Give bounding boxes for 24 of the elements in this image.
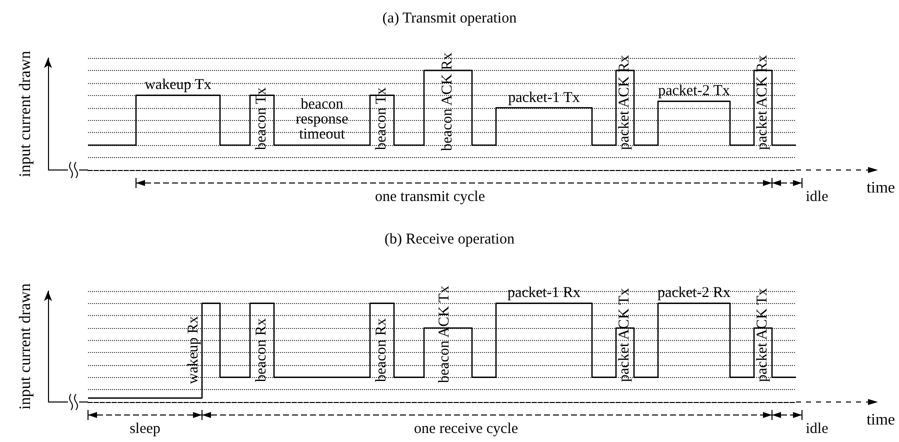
annotation: packet-2 Tx bbox=[658, 83, 730, 100]
text: sleep bbox=[130, 421, 160, 437]
x-axis-title: time bbox=[866, 180, 895, 196]
annotation: beacon Tx bbox=[254, 87, 270, 150]
chart-title: (b) Receive operation bbox=[384, 232, 515, 248]
annotation: beacon response timeout bbox=[294, 96, 350, 143]
annotation: beacon ACK Rx bbox=[440, 52, 456, 152]
text: one transmit cycle bbox=[375, 189, 485, 205]
y-axis-title: input current drawn bbox=[17, 283, 34, 410]
x-axis-title: time bbox=[866, 412, 895, 428]
annotation: wakeup Tx bbox=[144, 77, 212, 94]
annotation: packet-1 Tx bbox=[508, 90, 580, 106]
text: packet-1 Rx bbox=[508, 285, 580, 302]
text: idle bbox=[806, 421, 828, 437]
annotation: beacon Rx bbox=[254, 318, 270, 382]
annotation: beacon Rx bbox=[374, 318, 390, 382]
text: one receive cycle bbox=[414, 421, 518, 437]
text: packet-2 Rx bbox=[658, 285, 730, 302]
text: idle bbox=[806, 189, 828, 205]
annotation: beacon Tx bbox=[374, 87, 390, 150]
annotation: beacon ACK Tx bbox=[436, 286, 452, 384]
annotation: wakeup Rx bbox=[185, 316, 202, 384]
chart-title: (a) Transmit operation bbox=[382, 10, 518, 26]
y-axis-title: input current drawn bbox=[17, 50, 34, 178]
